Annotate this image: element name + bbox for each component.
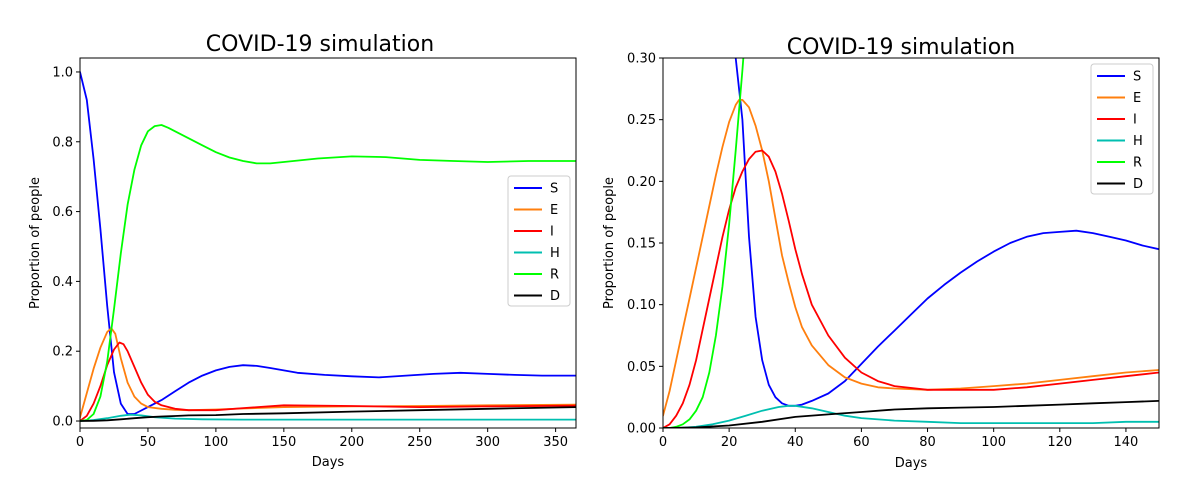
- x-axis-label: Days: [312, 455, 345, 470]
- series-line-D: [80, 406, 576, 422]
- x-tick-label: 100: [981, 435, 1006, 450]
- legend-label-E: E: [550, 203, 558, 218]
- series-line-S: [80, 71, 576, 415]
- legend-label-D: D: [550, 289, 560, 304]
- legend-label-S: S: [550, 182, 558, 197]
- y-tick-label: 0.4: [52, 275, 73, 290]
- legend-label-R: R: [550, 268, 559, 283]
- y-tick-label: 0.2: [52, 345, 73, 360]
- x-tick-label: 60: [853, 435, 870, 450]
- y-tick-label: 0.20: [627, 175, 656, 190]
- series-line-E: [663, 99, 1159, 417]
- y-tick-label: 0.8: [52, 135, 73, 150]
- y-tick-label: 1.0: [52, 65, 73, 80]
- chart-title: COVID-19 simulation: [787, 35, 1015, 60]
- x-tick-label: 0: [76, 435, 84, 450]
- x-tick-label: 140: [1114, 435, 1139, 450]
- y-tick-label: 0.30: [627, 52, 656, 67]
- legend-label-E: E: [1133, 91, 1141, 106]
- legend-label-R: R: [1133, 156, 1142, 171]
- y-tick-label: 0.25: [627, 113, 656, 128]
- series-line-H: [80, 413, 576, 422]
- y-tick-label: 0.15: [627, 237, 656, 252]
- y-tick-label: 0.00: [627, 422, 656, 437]
- y-tick-label: 0.10: [627, 298, 656, 313]
- x-tick-label: 250: [407, 435, 432, 450]
- plot-frame: [662, 57, 1160, 429]
- chart-title: COVID-19 simulation: [206, 32, 434, 57]
- legend-label-H: H: [550, 246, 560, 261]
- series-line-I: [663, 149, 1159, 428]
- y-ticks: 0.0 0.2 0.4 0.6 0.8 1.0: [52, 65, 80, 430]
- legend-label-I: I: [1133, 113, 1137, 128]
- y-ticks: 0.00 0.05 0.10 0.15 0.20 0.25 0.30: [627, 52, 663, 437]
- legend-label-D: D: [1133, 177, 1143, 192]
- series-line-D: [663, 399, 1159, 428]
- x-ticks: 0 20 40 60 80 100 120 140: [659, 428, 1138, 450]
- y-tick-label: 0.05: [627, 360, 656, 375]
- y-axis-label: Proportion of people: [602, 177, 617, 309]
- series-line-R: [663, 58, 745, 428]
- plot-lines: [663, 58, 1159, 428]
- series-line-E: [80, 327, 576, 419]
- x-tick-label: 300: [475, 435, 500, 450]
- x-tick-label: 20: [721, 435, 738, 450]
- chart-left: COVID-19 simulation Days Proportion of p…: [28, 32, 577, 470]
- chart-right: COVID-19 simulation Days Proportion of p…: [602, 35, 1160, 471]
- x-tick-label: 120: [1047, 435, 1072, 450]
- x-tick-label: 150: [271, 435, 296, 450]
- x-tick-label: 0: [659, 435, 667, 450]
- series-line-S: [734, 58, 1159, 407]
- x-tick-label: 80: [919, 435, 936, 450]
- legend-label-H: H: [1133, 134, 1143, 149]
- plot-lines: [80, 71, 576, 422]
- y-tick-label: 0.0: [52, 415, 73, 430]
- series-line-H: [663, 404, 1159, 428]
- x-tick-label: 350: [543, 435, 568, 450]
- legend-label-I: I: [550, 225, 554, 240]
- x-tick-label: 200: [339, 435, 364, 450]
- y-tick-label: 0.6: [52, 205, 73, 220]
- x-ticks: 0 50 100 150 200 250 300 350: [76, 428, 568, 450]
- plot-frame: [79, 57, 577, 429]
- x-tick-label: 100: [203, 435, 228, 450]
- series-line-R: [80, 124, 576, 422]
- x-axis-label: Days: [895, 456, 928, 471]
- x-tick-label: 50: [140, 435, 157, 450]
- legend-box: [1090, 63, 1154, 195]
- legend-label-S: S: [1133, 70, 1141, 85]
- y-axis-label: Proportion of people: [28, 177, 43, 309]
- legend-box: [507, 175, 571, 307]
- x-tick-label: 40: [787, 435, 804, 450]
